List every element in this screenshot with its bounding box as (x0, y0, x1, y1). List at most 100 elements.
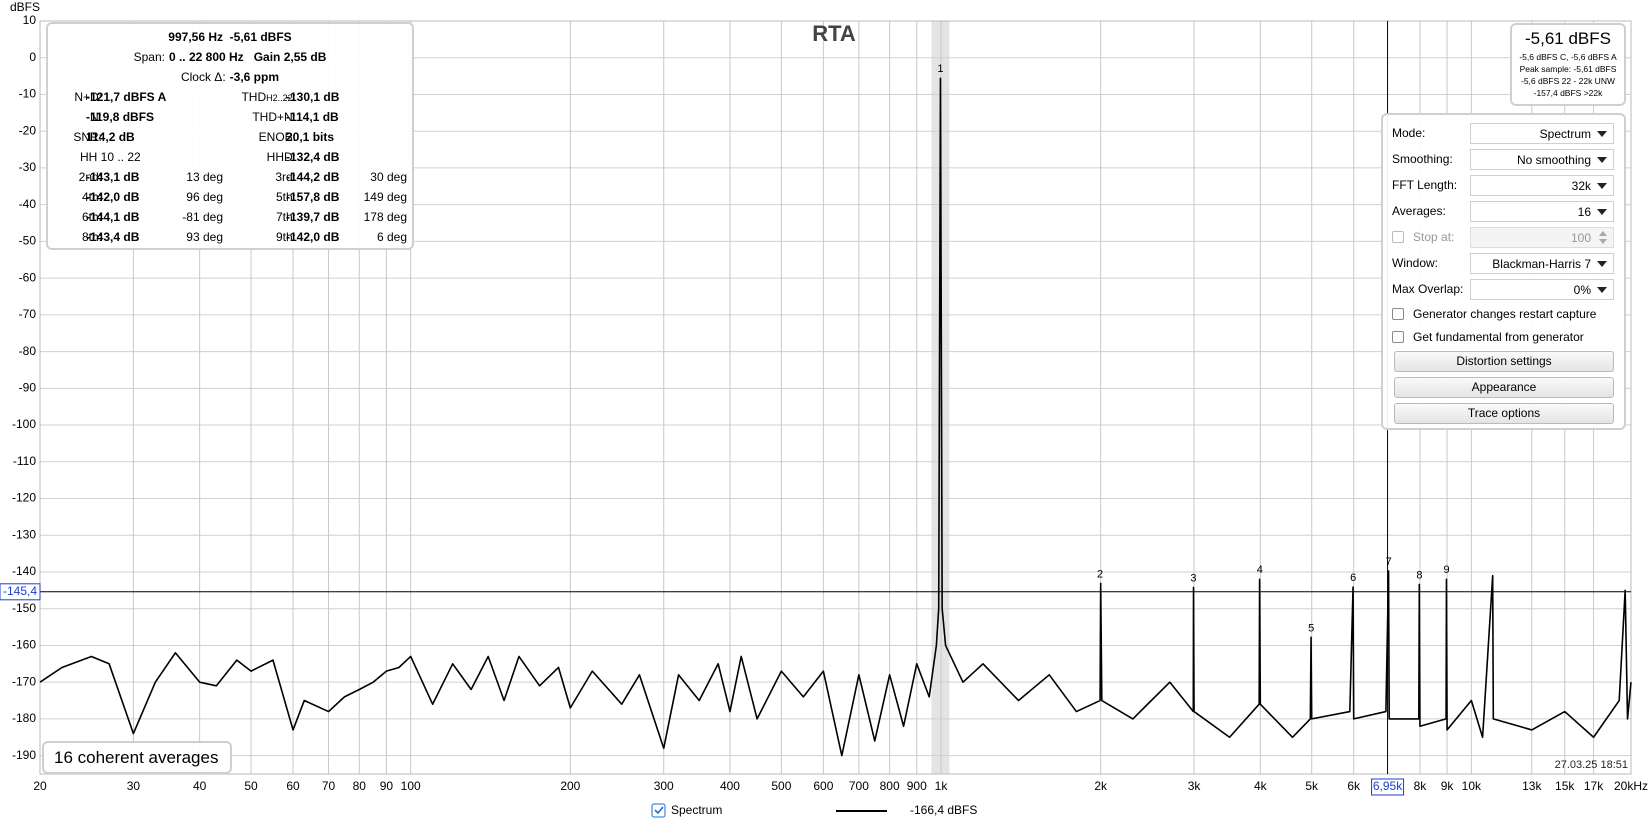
dropdown-arrow (1597, 131, 1607, 137)
y-tick-label: -140 (12, 564, 36, 578)
spectrum-trace (39, 77, 1632, 757)
harmonic-phase: 96 deg (186, 190, 223, 204)
metric-label: THD+N: (252, 110, 296, 124)
y-tick-label: -190 (12, 748, 36, 762)
harmonic-name: 4th: (81, 190, 102, 204)
y-tick-label: -40 (19, 197, 37, 211)
dropdown-value: Blackman-Harris 7 (1492, 257, 1591, 271)
metric-label: HH 10 .. 22 (80, 150, 141, 164)
harmonic-phase: 30 deg (370, 170, 407, 184)
meter-main: -5,61 dBFS (1525, 29, 1611, 48)
dropdown[interactable]: Blackman-Harris 7 (1470, 253, 1614, 274)
y-tick-label: -150 (12, 601, 36, 615)
x-tick-label: 60 (286, 779, 300, 793)
y-tick-label: -50 (19, 234, 37, 248)
metric-label: THDH2..22: (241, 90, 296, 104)
x-tick-label: 1k (935, 779, 949, 793)
y-tick-label: -180 (12, 711, 36, 725)
harmonic-level: -142,0 dB (86, 190, 140, 204)
chart-title: RTA (812, 21, 856, 46)
metric-name: N+D: (74, 90, 102, 104)
harmonic-name: 6th: (81, 210, 102, 224)
harmonic-phase: 93 deg (186, 230, 223, 244)
y-tick-label: -80 (19, 344, 37, 358)
harmonic-name: 7th: (275, 210, 296, 224)
harmonic-level: -157,8 dB (286, 190, 340, 204)
metric-value: -119,8 dBFS (86, 110, 155, 124)
dropdown[interactable]: No smoothing (1470, 149, 1614, 170)
checkbox-label: Get fundamental from generator (1413, 330, 1584, 344)
metric-label: SNR: (73, 130, 102, 144)
control-label: Averages: (1392, 204, 1446, 218)
legend-checkbox[interactable] (651, 803, 666, 818)
clock-label: Clock Δ: (180, 70, 226, 84)
dropdown-arrow (1597, 287, 1607, 293)
dropdown-arrow (1597, 183, 1607, 189)
legend-value: -166,4 dBFS (910, 803, 977, 817)
x-tick-label: 17k (1584, 779, 1604, 793)
y-tick-label: -130 (12, 527, 36, 541)
x-tick-label: 900 (907, 779, 927, 793)
dropdown-value: Spectrum (1539, 127, 1591, 141)
x-tick-label: 4k (1254, 779, 1268, 793)
checkbox[interactable] (1392, 331, 1404, 343)
metric-name: SNR: (73, 130, 102, 144)
metric-suffix: : (292, 90, 296, 104)
dropdown[interactable]: 32k (1470, 175, 1614, 196)
x-tick-label: 2k (1094, 779, 1108, 793)
harmonic-name: 9th: (275, 230, 296, 244)
dropdown[interactable]: 16 (1470, 201, 1614, 222)
harmonic-level: -143,4 dB (86, 230, 140, 244)
checkbox-label: Generator changes restart capture (1413, 307, 1597, 321)
dropdown-value: 32k (1571, 179, 1591, 193)
y-tick-label: -90 (19, 380, 37, 394)
x-tick-label: 9k (1441, 779, 1455, 793)
x-tick-label: 5k (1305, 779, 1319, 793)
metric-name: THD (241, 90, 267, 104)
harmonic-label: 4 (1257, 564, 1263, 576)
x-tick-label: 10k (1462, 779, 1482, 793)
harmonic-label: 1 (937, 63, 943, 75)
x-tick-label: 30 (127, 779, 141, 793)
stop-checkbox[interactable] (1392, 231, 1404, 243)
dropdown-arrow (1597, 157, 1607, 163)
metric-label: ENOB: (259, 130, 296, 144)
x-tick-label: 70 (322, 779, 336, 793)
averages-box: 16 coherent averages (42, 741, 232, 774)
metric-value: 20,1 bits (286, 130, 335, 144)
x-tick-label: 40 (193, 779, 207, 793)
control-label: Max Overlap: (1392, 282, 1464, 296)
y-tick-label: -160 (12, 638, 36, 652)
meter-line: -5,6 dBFS C, -5,6 dBFS A (1519, 52, 1617, 62)
metric-label: N: (90, 110, 102, 124)
x-tick-label: 6k (1347, 779, 1361, 793)
metric-label: N+D: (74, 90, 102, 104)
meter-line: -157,4 dBFS >22k (1533, 88, 1603, 98)
x-tick-label: 15k (1555, 779, 1575, 793)
button[interactable]: Distortion settings (1394, 351, 1614, 372)
harmonic-phase: 149 deg (363, 190, 407, 204)
spinner-arrows (1599, 231, 1607, 236)
stats-header: 997,56 Hz -5,61 dBFS (168, 30, 292, 44)
y-tick-label: -100 (12, 417, 36, 431)
dropdown[interactable]: 0% (1470, 279, 1614, 300)
button[interactable]: Appearance (1394, 377, 1614, 398)
harmonic-level: -144,1 dB (86, 210, 140, 224)
checkbox[interactable] (1392, 308, 1404, 320)
distortion-panel: 997,56 Hz -5,61 dBFS Span: 0 .. 22 800 Hz G… (46, 22, 414, 250)
metric-value: 114,2 dB (86, 130, 135, 144)
control-label: Mode: (1392, 126, 1426, 140)
metric-value: -114,1 dB (286, 110, 339, 124)
legend-name: Spectrum (671, 803, 722, 817)
averages-text: 16 coherent averages (54, 748, 219, 767)
dropdown[interactable]: Spectrum (1470, 123, 1614, 144)
y-tick-label: 0 (29, 50, 36, 64)
clock-value: -3,6 ppm (229, 70, 280, 84)
span-label: Span: (133, 50, 165, 64)
harmonic-phase: 178 deg (363, 210, 407, 224)
harmonic-phase: -81 deg (182, 210, 223, 224)
button[interactable]: Trace options (1394, 403, 1614, 424)
harmonic-label: 8 (1416, 569, 1422, 581)
x-tick-label: 90 (380, 779, 394, 793)
